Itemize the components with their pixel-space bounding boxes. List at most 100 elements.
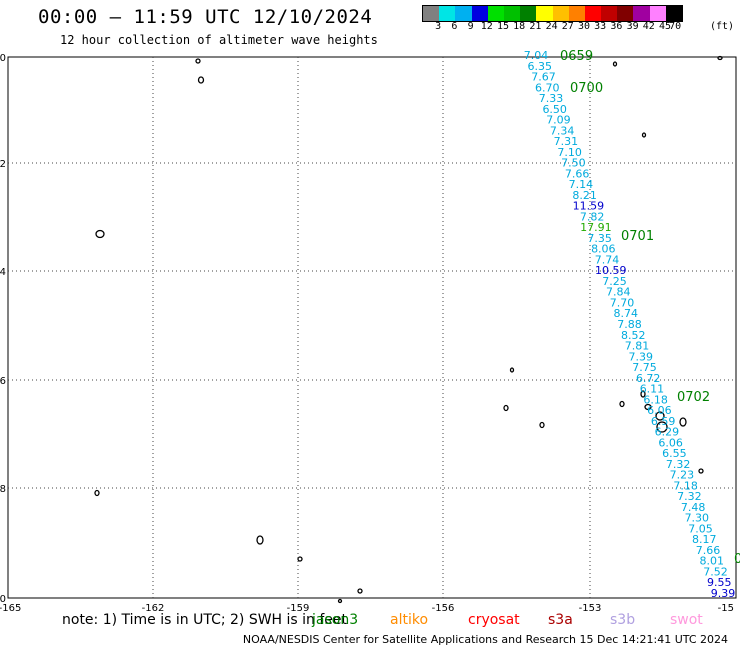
swh-value-label: 7.48 [681, 501, 706, 514]
swh-value-label: 8.21 [572, 189, 597, 202]
grid-lines [8, 57, 736, 598]
island-outline [656, 421, 668, 433]
legend-swatch [487, 6, 504, 21]
swh-value-label: 7.88 [617, 318, 642, 331]
legend-label: 18 [513, 21, 526, 32]
legend-swatch [617, 6, 634, 21]
legend-swatch [520, 6, 537, 21]
swh-value-label: 7.32 [677, 490, 702, 503]
island-outline [698, 468, 704, 474]
legend-label: 3 [435, 21, 442, 32]
legend-swatch [471, 6, 488, 21]
legend-label: 33 [594, 21, 607, 32]
island-outline [337, 598, 343, 604]
island-outline [640, 390, 646, 398]
islands [94, 55, 723, 604]
legend-label: 21 [529, 21, 542, 32]
mission-label-jason3: jason3 [312, 612, 359, 628]
island-outline [197, 76, 205, 84]
swh-value-label: 7.23 [670, 469, 695, 482]
island-outline [612, 61, 618, 67]
legend-label: 36 [610, 21, 623, 32]
swh-value-label: 7.67 [531, 71, 556, 84]
legend-unit: (ft) [710, 21, 735, 32]
swh-value-label: 7.70 [610, 296, 635, 309]
swh-value-label: 6.11 [640, 383, 665, 396]
track-time-label: 0701 [621, 229, 654, 244]
legend-label: 39 [626, 21, 639, 32]
island-outline [509, 367, 515, 373]
y-tick-label: -10 [0, 53, 6, 64]
swh-value-label: 6.35 [527, 60, 552, 73]
legend-label: 27 [561, 21, 574, 32]
island-outline [679, 417, 687, 427]
swh-value-label: 7.25 [602, 275, 627, 288]
legend-label: 9 [467, 21, 474, 32]
map-frame [7, 56, 737, 599]
legend-swatch [633, 6, 650, 21]
island-outline [503, 404, 509, 412]
island-outline [357, 588, 363, 594]
island-outline [95, 229, 105, 239]
island-outline [297, 556, 303, 562]
legend-swatch [649, 6, 666, 21]
credit-footer: NOAA/NESDIS Center for Satellite Applica… [242, 633, 728, 646]
legend-swatch [503, 6, 521, 21]
swh-value-label: 10.59 [595, 264, 627, 277]
legend-label: 45 [658, 21, 672, 32]
swh-value-label: 6.06 [658, 436, 683, 449]
island-outline [644, 403, 652, 411]
swh-value-label: 6.55 [662, 447, 687, 460]
swh-value-label: 8.01 [700, 555, 725, 568]
island-outline [195, 58, 201, 64]
island-outline [619, 400, 625, 408]
x-tick-label: -15 [718, 603, 734, 614]
island-outline [641, 132, 647, 138]
swh-value-label: 7.50 [561, 157, 586, 170]
swh-value-label: 7.66 [565, 167, 590, 180]
map-title: 00:00 – 11:59 UTC 12/10/2024 [38, 6, 373, 28]
swh-value-label: 8.17 [692, 533, 717, 546]
legend-label: 24 [545, 21, 558, 32]
map-subtitle: 12 hour collection of altimeter wave hei… [60, 33, 378, 47]
legend-label: 70 [669, 21, 682, 32]
swh-value-label: 6.59 [651, 415, 676, 428]
swh-value-label: 6.50 [542, 103, 567, 116]
swh-value-label: 7.81 [625, 340, 650, 353]
swh-value-label: 7.66 [696, 544, 721, 557]
track-time-label: 0 [734, 552, 740, 567]
legend-label: 42 [642, 21, 655, 32]
y-tick-label: -20 [0, 594, 6, 605]
legend-swatch [423, 6, 440, 21]
swh-value-label: 7.39 [628, 350, 653, 363]
mission-label-swot: swot [670, 612, 703, 628]
swh-value-label: 7.34 [550, 124, 575, 137]
swh-value-label: 7.31 [554, 135, 579, 148]
legend-label: 12 [480, 21, 493, 32]
swh-value-label: 6.06 [647, 404, 672, 417]
legend-label: 6 [451, 21, 458, 32]
swh-value-label: 7.05 [688, 522, 713, 535]
legend-label: 30 [577, 21, 591, 32]
y-tick-label: -12 [0, 159, 6, 170]
mission-label-s3b: s3b [610, 612, 636, 628]
swh-value-label: 17.91 [580, 221, 612, 234]
swh-value-label: 6.72 [636, 372, 661, 385]
island-outline [256, 535, 264, 545]
footnote: note: 1) Time is in UTC; 2) SWH is in fe… [62, 612, 348, 628]
x-tick-label: -156 [432, 603, 455, 614]
swh-value-label: 7.35 [587, 232, 612, 245]
y-tick-label: -16 [0, 376, 6, 387]
axis-ticks: -10 -12 -14 -16 -18 -20-165 -162 -159 -156 -153 -1… [0, 53, 734, 614]
mission-label-s3a: s3a [548, 612, 573, 628]
swh-value-label: 6.29 [655, 426, 680, 439]
island-outline [717, 55, 723, 61]
island-outline [539, 421, 545, 429]
swh-value-label: 7.75 [632, 361, 657, 374]
legend-label: 15 [496, 21, 510, 32]
x-tick-label: -153 [579, 603, 602, 614]
satellite-track: 7.046.357.676.707.336.507.097.347.317.10… [524, 49, 740, 600]
swh-value-label: 7.32 [666, 458, 691, 471]
swh-value-label: 11.59 [573, 200, 605, 213]
